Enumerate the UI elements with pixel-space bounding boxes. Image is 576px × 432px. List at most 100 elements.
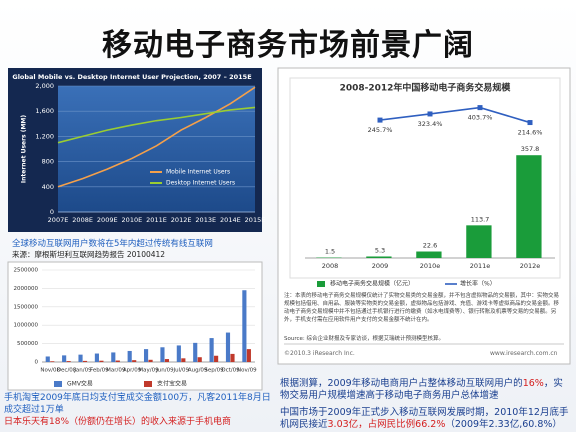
x-tick-label: Dec/08: [57, 368, 77, 374]
x-tick-label: 2010E: [122, 216, 143, 224]
legend-swatch: [54, 381, 62, 387]
series-line: [57, 106, 256, 144]
y-tick-label: 2000000: [14, 286, 39, 292]
y-tick-label: 1,200: [35, 132, 54, 140]
note-segment: 16%: [522, 378, 544, 389]
y-tick-label: 400: [42, 183, 54, 191]
x-tick-label: Apr/09: [123, 368, 142, 374]
note: 手机淘宝2009年底日均支付宝成交金额100万，凡客2011年8月日成交超过1万…: [4, 393, 271, 415]
bar: [193, 342, 198, 362]
value-label: 22.6: [423, 242, 437, 250]
caption-source: 来源：摩根斯坦利互联网趋势报告 20100412: [12, 250, 166, 259]
x-tick-label: 2007E: [48, 216, 69, 224]
bar: [176, 345, 181, 362]
x-tick-label: 2009E: [97, 216, 118, 224]
legend-swatch: [317, 281, 325, 287]
bar: [246, 349, 251, 362]
note: 中国市场于2009年正式步入移动互联网发展时期，2010年12月底手机网民接近3…: [280, 407, 572, 431]
note-segment: 3.03亿，占网民比例66.2%: [327, 419, 446, 430]
value-label: 403.7%: [468, 114, 493, 122]
note: 根据测算，2009年移动电商用户占整体移动互联网用户的16%，实物交易用户规模增…: [280, 378, 572, 402]
legend-label: GMV交易: [67, 380, 93, 388]
x-tick-label: Nov/08: [40, 368, 60, 374]
point: [377, 117, 383, 123]
x-tick-label: Nov/09: [237, 368, 257, 374]
y-tick-label: 2500000: [14, 268, 39, 274]
bar: [132, 360, 137, 362]
bar: [225, 332, 231, 362]
bar: [66, 361, 71, 362]
series-line: [57, 86, 256, 188]
y-tick-label: 1500000: [14, 304, 39, 310]
note-segment: 中国市场于2009年正式步入移动互联网发展时期，2010年12月底手机网民接近: [280, 407, 569, 430]
note-segment: （2009年2.33亿,60.8%）: [445, 419, 562, 430]
x-tick-label: Feb/09: [90, 368, 109, 374]
value-label: 214.6%: [518, 129, 543, 137]
point: [527, 120, 533, 126]
x-tick-label: 2015E: [245, 216, 266, 224]
legend-label: Desktop Internet Users: [166, 180, 235, 187]
y-tick-label: 500000: [17, 341, 38, 347]
left-notes: 手机淘宝2009年底日均支付宝成交金额100万，凡客2011年8月日成交超过1万…: [4, 392, 274, 428]
bar: [197, 357, 202, 362]
x-tick-label: 2014E: [220, 216, 241, 224]
bar: [160, 347, 165, 362]
y-tick-label: 800: [42, 158, 54, 166]
bar: [82, 360, 88, 362]
x-tick-label: 2011e: [470, 262, 491, 270]
chart-title: Global Mobile vs. Desktop Internet User …: [12, 73, 251, 81]
point: [477, 105, 483, 111]
y-axis-label: Internet Users (MM): [21, 115, 28, 184]
value-label: 323.4%: [418, 120, 443, 128]
value-label: 245.7%: [368, 126, 393, 134]
legend-label: 支付宝交易: [157, 380, 187, 388]
bar: [164, 359, 170, 362]
chart-title: 2008-2012年中国移动电子商务交易规模: [340, 82, 512, 94]
legend-label: Mobile Internet Users: [166, 169, 230, 176]
caption: 全球移动互联网用户数将在5年内超过传统有线互联网: [12, 239, 213, 249]
legend-label: 增长率（%）: [460, 280, 496, 288]
bar: [214, 355, 219, 362]
x-tick-label: 2013E: [195, 216, 216, 224]
bar: [143, 349, 149, 362]
right-notes: 根据测算，2009年移动电商用户占整体移动互联网用户的16%，实物交易用户规模增…: [280, 378, 572, 432]
x-tick-label: Mar/09: [106, 368, 126, 374]
plot-area: [58, 86, 255, 212]
bar: [516, 155, 542, 258]
y-tick-label: 2,000: [35, 82, 54, 90]
bar: [209, 338, 214, 362]
value-label: 1.5: [325, 248, 335, 256]
url: www.iresearch.com.cn: [490, 350, 558, 357]
bar: [50, 361, 55, 362]
copyright: ©2010.3 iResearch Inc.: [284, 350, 355, 357]
value-label: 5.3: [375, 246, 385, 254]
bar: [242, 290, 247, 362]
bar: [148, 359, 153, 362]
y-tick-label: 1000000: [14, 323, 39, 329]
x-tick-label: 2008E: [72, 216, 93, 224]
bar: [416, 251, 442, 258]
chart-source: Source: 综合企业财报及专家访谈，根据艾瑞统计预测模型核算。: [284, 336, 444, 342]
bar: [366, 256, 392, 258]
bar: [45, 356, 50, 362]
legend-swatch: [144, 381, 152, 387]
bar: [78, 354, 83, 362]
x-tick-label: Jun/09: [155, 368, 174, 374]
x-tick-label: Oct/09: [221, 368, 240, 374]
bar: [115, 360, 120, 362]
note-segment: ，实物交易用户规模增速高于移动电子商务用户总体增速: [280, 378, 563, 401]
bar: [181, 358, 186, 362]
x-tick-label: 2009: [372, 262, 389, 270]
series-line: [379, 106, 531, 124]
x-tick-label: May/09: [138, 368, 159, 374]
x-tick-label: Aug/09: [188, 368, 208, 374]
bar: [127, 350, 132, 362]
x-tick-label: 2008: [322, 262, 339, 270]
x-tick-label: 2012e: [520, 262, 541, 270]
bar: [94, 353, 99, 362]
value-label: 357.8: [521, 145, 540, 153]
chart-panel: [7, 261, 263, 391]
x-tick-label: 2011E: [146, 216, 167, 224]
